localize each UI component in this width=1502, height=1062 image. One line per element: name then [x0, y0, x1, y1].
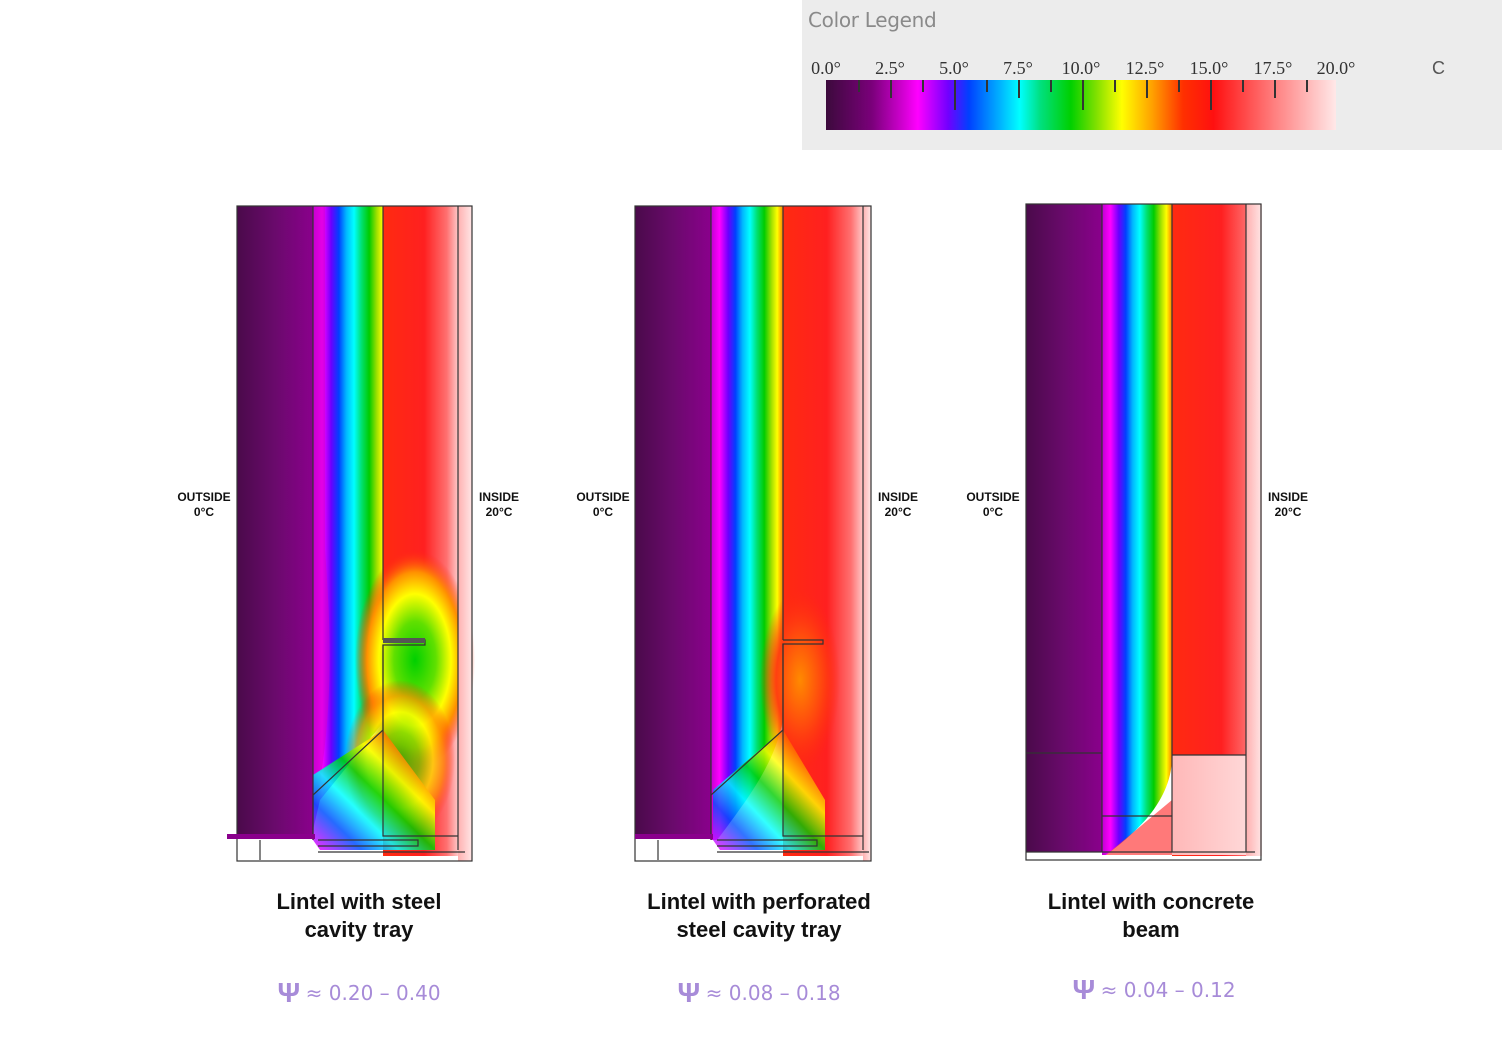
thermal-diagram-concrete-beam: [1025, 203, 1262, 861]
inside-label: INSIDE 20°C: [877, 490, 918, 519]
legend-tick-label: 0.0°: [811, 58, 841, 78]
legend-title: Color Legend: [808, 8, 937, 32]
legend-tick-label: 17.5°: [1253, 58, 1293, 78]
legend-tick-label: 7.5°: [1003, 58, 1033, 78]
psi-value-perforated-tray: Ψ ≈ 0.08 – 0.18: [677, 977, 841, 1008]
psi-icon: Ψ: [277, 977, 301, 1008]
outside-label: OUTSIDE 0°C: [177, 490, 231, 519]
inside-label: INSIDE 20°C: [478, 490, 519, 519]
legend-tick-label: 12.5°: [1125, 58, 1165, 78]
inside-label: INSIDE 20°C: [1267, 490, 1308, 519]
outside-label: OUTSIDE 0°C: [576, 490, 630, 519]
legend-unit: C: [1432, 58, 1445, 78]
caption-perforated-tray: Lintel with perforated steel cavity tray: [647, 889, 871, 942]
legend-color-bar: [826, 80, 1336, 130]
outside-label: OUTSIDE 0°C: [966, 490, 1020, 519]
legend-tick-label: 20.0°: [1316, 58, 1356, 78]
caption-concrete-beam: Lintel with concrete beam: [1047, 889, 1255, 942]
legend-tick-label: 5.0°: [939, 58, 969, 78]
caption-steel-tray: Lintel with steel cavity tray: [276, 889, 442, 942]
psi-icon: Ψ: [1072, 974, 1096, 1005]
psi-value-concrete-beam: Ψ ≈ 0.04 – 0.12: [1072, 974, 1236, 1005]
legend-tick-label: 15.0°: [1189, 58, 1229, 78]
thermal-diagram-steel-tray: [227, 205, 475, 862]
psi-icon: Ψ: [677, 977, 701, 1008]
legend-ticks: [826, 80, 1336, 130]
thermal-diagram-perforated-tray: [634, 205, 872, 862]
legend-tick-label: 2.5°: [875, 58, 905, 78]
psi-value-steel-tray: Ψ ≈ 0.20 – 0.40: [277, 977, 441, 1008]
color-legend: Color Legend 0.0° 2.5° 5.0° 7.5° 10.0° 1…: [802, 0, 1502, 150]
legend-tick-label: 10.0°: [1061, 58, 1101, 78]
